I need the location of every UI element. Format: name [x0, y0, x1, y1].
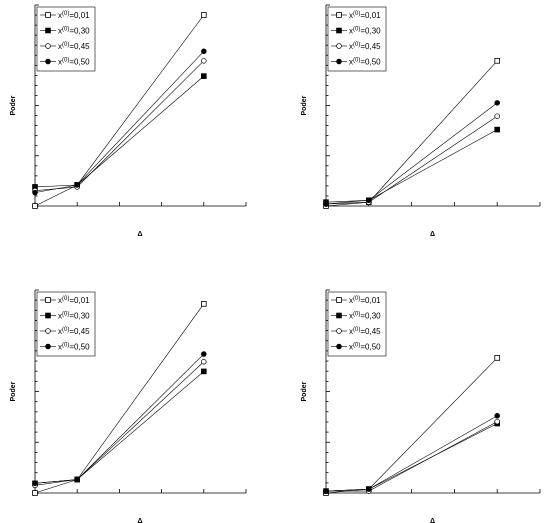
- data-point: [201, 351, 207, 357]
- x-axis-label: Δ: [430, 231, 435, 238]
- chart-panel-2: Poder Δx(0)=0,01 x(0)=0,30 x(0)=0,45 x(0)=0,…: [301, 4, 541, 238]
- data-point: [74, 476, 80, 483]
- legend-marker: [336, 312, 342, 319]
- legend-marker: [45, 343, 51, 350]
- legend-label: x(0)=0,50: [349, 343, 381, 352]
- y-axis-label: Poder: [10, 381, 17, 401]
- series-line-3: [325, 115, 498, 205]
- x-axis-label: Δ: [138, 518, 143, 523]
- chart-panel-1: Poder Δx(0)=0,01 x(0)=0,30 x(0)=0,45 x(0)=0,…: [10, 4, 247, 238]
- legend-label: x(0)=0,01: [58, 11, 90, 20]
- series-line-2: [34, 371, 204, 484]
- legend-label: x(0)=0,30: [349, 312, 381, 321]
- data-point: [200, 73, 207, 79]
- legend-marker: [336, 12, 342, 18]
- data-point: [494, 418, 500, 425]
- legend-label: x(0)=0,01: [58, 296, 90, 305]
- data-point: [366, 486, 372, 492]
- data-point: [323, 488, 329, 494]
- legend-label: x(0)=0,30: [58, 27, 90, 36]
- data-point: [200, 12, 207, 18]
- data-point: [201, 48, 207, 55]
- series-line-4: [325, 415, 498, 492]
- data-point: [32, 480, 38, 487]
- legend-marker: [336, 343, 342, 350]
- chart-panel-3: Poder Δx(0)=0,01 x(0)=0,30 x(0)=0,45 x(0)=0,…: [10, 289, 247, 523]
- legend-marker: [336, 297, 342, 303]
- legend-label: x(0)=0,30: [58, 312, 90, 321]
- data-point: [494, 113, 500, 119]
- data-point: [494, 413, 500, 419]
- legend-marker: [45, 58, 51, 65]
- legend-marker: [336, 27, 342, 34]
- series-line-4: [34, 51, 205, 193]
- legend-marker: [45, 43, 51, 49]
- legend-label: x(0)=0,45: [58, 42, 90, 51]
- data-point: [32, 203, 38, 209]
- series-line-3: [326, 421, 498, 492]
- data-point: [494, 126, 500, 133]
- series-line-2: [325, 129, 498, 203]
- data-point: [494, 58, 500, 64]
- legend-label: x(0)=0,50: [58, 58, 90, 67]
- legend-label: x(0)=0,01: [349, 296, 381, 305]
- data-point: [32, 490, 38, 496]
- legend-marker: [336, 58, 342, 65]
- series-line-4: [34, 353, 205, 484]
- data-point: [32, 189, 38, 196]
- series-line-1: [325, 357, 498, 494]
- legend-marker: [336, 328, 342, 334]
- series-line-4: [325, 102, 498, 205]
- legend-marker: [45, 12, 51, 18]
- series-line-2: [325, 423, 498, 492]
- legend-label: x(0)=0,50: [58, 343, 90, 352]
- data-point: [201, 58, 207, 64]
- data-point: [201, 359, 207, 365]
- chart-panel-4: Poder Δx(0)=0,01 x(0)=0,30 x(0)=0,45 x(0)=0,…: [301, 289, 541, 523]
- legend-marker: [45, 27, 51, 34]
- data-point: [323, 201, 329, 207]
- data-point: [74, 182, 80, 188]
- legend-label: x(0)=0,30: [349, 27, 381, 36]
- legend-marker: [45, 297, 51, 303]
- legend-label: x(0)=0,45: [58, 327, 90, 336]
- legend-label: x(0)=0,45: [349, 327, 381, 336]
- y-axis-label: Poder: [301, 95, 308, 115]
- y-axis-label: Poder: [301, 381, 308, 401]
- legend-marker: [336, 43, 342, 49]
- data-point: [494, 100, 500, 106]
- legend-marker: [45, 312, 51, 319]
- x-axis-label: Δ: [138, 231, 143, 238]
- legend-marker: [45, 328, 51, 334]
- data-point: [366, 197, 372, 204]
- legend-label: x(0)=0,45: [349, 42, 381, 51]
- x-axis-label: Δ: [430, 518, 435, 523]
- legend-label: x(0)=0,50: [349, 58, 381, 67]
- legend-label: x(0)=0,01: [349, 11, 381, 20]
- series-line-3: [34, 361, 205, 486]
- series-line-2: [34, 75, 204, 188]
- data-point: [200, 301, 207, 307]
- y-axis-label: Poder: [10, 95, 17, 115]
- series-line-3: [34, 60, 205, 192]
- data-point: [200, 368, 207, 375]
- data-point: [494, 355, 500, 361]
